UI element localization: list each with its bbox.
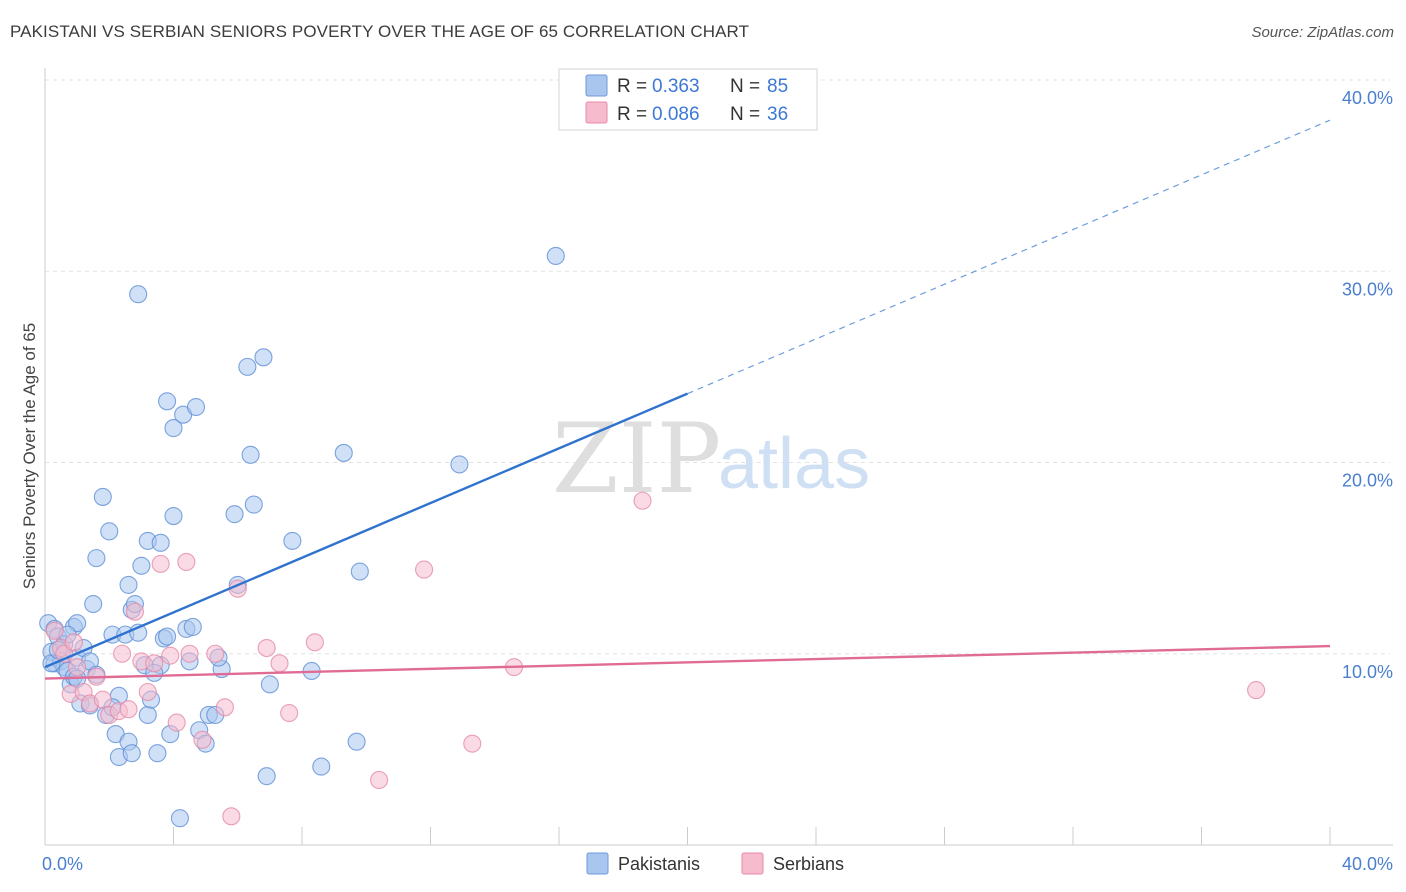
trend-line-pakistanis [44, 392, 688, 669]
point-serbians-30 [270, 654, 289, 673]
watermark: ZIP atlas [552, 403, 870, 515]
tick-labels: 10.0% 20.0% 30.0% 40.0% 0.0% 40.0% [42, 88, 1393, 874]
trend-extension-pakistanis [687, 119, 1331, 395]
trend-line-serbians [44, 644, 1331, 680]
data-points [39, 246, 1266, 828]
y-tick-label-4: 40.0% [1342, 88, 1393, 108]
series-label-serbians: Serbians [773, 854, 844, 874]
point-serbians-25 [206, 644, 225, 663]
series-swatch-pakistanis [586, 852, 609, 875]
point-pakistanis-76 [546, 246, 565, 265]
point-serbians-15 [125, 602, 144, 621]
point-serbians-38 [1247, 681, 1266, 700]
x-tick-label-max: 40.0% [1342, 854, 1393, 874]
point-pakistanis-74 [350, 562, 369, 581]
point-serbians-14 [119, 700, 138, 719]
point-serbians-13 [113, 644, 132, 663]
point-pakistanis-30 [119, 575, 138, 594]
point-pakistanis-55 [186, 397, 206, 417]
legend-swatch-serbians [585, 101, 608, 124]
point-serbians-29 [257, 638, 276, 658]
legend-r-label-2: R = [617, 104, 647, 125]
series-swatch-serbians [741, 852, 764, 875]
point-pakistanis-63 [238, 357, 257, 376]
point-serbians-35 [463, 734, 482, 753]
trend-lines [44, 119, 1331, 680]
point-pakistanis-50 [164, 506, 183, 526]
legend-swatch-pakistanis [585, 74, 608, 97]
point-serbians-5 [64, 633, 83, 652]
x-tick-label-min: 0.0% [42, 854, 83, 874]
source-label: Source: ZipAtlas.com [1251, 24, 1394, 41]
legend-n-label-2: N = [730, 104, 760, 125]
point-pakistanis-24 [100, 522, 119, 541]
point-serbians-10 [93, 690, 112, 709]
point-pakistanis-67 [257, 767, 276, 786]
legend-box: R = 0.363 N = 85 R = 0.086 N = 36 [558, 68, 818, 131]
point-serbians-37 [633, 491, 652, 510]
point-pakistanis-40 [138, 705, 157, 725]
y-tick-label-3: 30.0% [1342, 279, 1393, 299]
point-serbians-32 [305, 633, 324, 652]
series-legend: Pakistanis Serbians [586, 852, 844, 875]
watermark-atlas: atlas [718, 424, 870, 504]
point-serbians-24 [193, 730, 212, 749]
point-serbians-19 [151, 554, 170, 573]
point-serbians-17 [138, 682, 157, 702]
point-pakistanis-22 [93, 487, 112, 506]
y-tick-label-1: 10.0% [1342, 662, 1393, 682]
chart-title: PAKISTANI VS SERBIAN SENIORS POVERTY OVE… [10, 22, 750, 41]
legend-n-label-1: N = [730, 76, 760, 97]
point-pakistanis-47 [158, 392, 177, 411]
legend-n-value-1: 85 [767, 76, 788, 97]
point-serbians-27 [222, 807, 241, 826]
point-serbians-31 [280, 703, 299, 723]
series-label-pakistanis: Pakistanis [618, 854, 700, 874]
y-tick-label-2: 20.0% [1342, 471, 1393, 491]
point-pakistanis-49 [164, 419, 183, 438]
point-pakistanis-43 [151, 533, 170, 552]
point-pakistanis-51 [170, 809, 189, 828]
legend-r-value-1: 0.363 [652, 76, 700, 97]
point-pakistanis-71 [312, 757, 331, 776]
legend-r-value-2: 0.086 [652, 104, 700, 125]
legend-r-label-1: R = [617, 76, 647, 97]
point-pakistanis-64 [241, 445, 260, 464]
point-pakistanis-68 [260, 675, 279, 694]
point-pakistanis-37 [132, 556, 151, 575]
point-serbians-22 [177, 552, 196, 572]
point-serbians-26 [215, 698, 234, 717]
point-serbians-23 [180, 644, 199, 663]
point-pakistanis-65 [244, 495, 263, 514]
point-pakistanis-42 [148, 744, 167, 763]
point-serbians-33 [370, 770, 389, 790]
axes [44, 68, 1393, 846]
point-serbians-20 [161, 646, 180, 665]
point-pakistanis-66 [254, 348, 273, 367]
point-pakistanis-32 [122, 744, 141, 763]
point-pakistanis-73 [347, 732, 366, 751]
point-pakistanis-84 [183, 617, 202, 637]
point-pakistanis-19 [84, 594, 103, 614]
point-serbians-34 [415, 560, 434, 579]
point-pakistanis-61 [225, 505, 244, 524]
legend-n-value-2: 36 [767, 104, 788, 125]
point-pakistanis-69 [283, 531, 302, 550]
point-pakistanis-72 [334, 443, 353, 462]
point-pakistanis-75 [450, 455, 469, 474]
point-serbians-18 [145, 654, 164, 673]
point-pakistanis-46 [158, 627, 177, 646]
point-serbians-6 [68, 658, 87, 677]
point-serbians-21 [167, 713, 186, 732]
point-pakistanis-36 [129, 285, 148, 304]
point-serbians-1 [45, 621, 64, 640]
point-pakistanis-20 [87, 549, 106, 568]
